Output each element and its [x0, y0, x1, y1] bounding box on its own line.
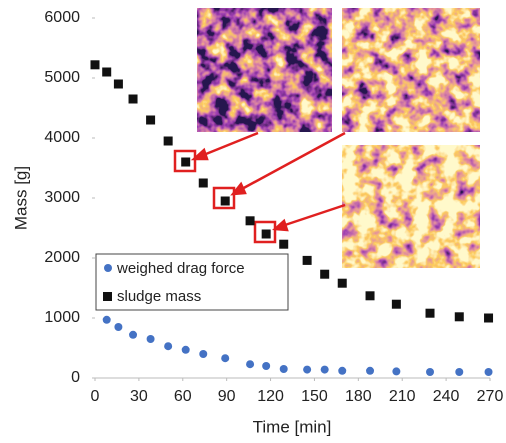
point — [320, 269, 330, 279]
point — [426, 368, 435, 376]
point — [484, 368, 493, 376]
plot-area: 0 1000 2000 3000 4000 5000 6000 0 30 60 90 120 150 18… — [44, 9, 503, 405]
point — [425, 308, 435, 318]
x-tick-label: 60 — [174, 388, 192, 405]
point — [454, 312, 464, 322]
x-tick-label: 30 — [130, 388, 148, 405]
point — [302, 255, 312, 265]
highlight-boxes — [173, 149, 277, 244]
highlight-box — [173, 149, 197, 173]
point — [102, 315, 111, 324]
y-axis-title: Mass [g] — [11, 166, 30, 230]
point — [484, 313, 494, 323]
point — [391, 299, 401, 309]
point — [221, 354, 230, 363]
x-axis-title: Time [min] — [253, 417, 332, 436]
y-tick-label: 0 — [71, 369, 80, 386]
point — [245, 216, 255, 226]
point — [146, 335, 155, 343]
thermal-image — [342, 145, 480, 268]
y-tick-label: 5000 — [44, 69, 80, 86]
arrow-head — [190, 147, 209, 161]
arrow-head — [230, 181, 247, 196]
point — [279, 365, 288, 373]
point — [128, 94, 138, 104]
highlight-box — [253, 220, 277, 244]
y-tick-label: 1000 — [44, 309, 80, 326]
x-tick-label: 120 — [257, 388, 284, 405]
point — [261, 229, 271, 239]
x-tick-label: 270 — [477, 388, 504, 405]
point — [337, 278, 347, 288]
point — [246, 360, 255, 369]
thermal-image — [342, 8, 480, 132]
x-tick-label: 150 — [301, 388, 328, 405]
legend: weighed drag force sludge mass — [95, 253, 289, 311]
arrow-head — [271, 218, 289, 232]
point — [303, 365, 312, 374]
point — [102, 67, 112, 77]
point — [220, 196, 230, 206]
point — [365, 291, 375, 301]
highlight-box — [212, 186, 236, 210]
point — [338, 366, 347, 375]
point — [129, 330, 138, 339]
y-tick-label: 3000 — [44, 189, 80, 206]
point — [198, 178, 208, 188]
point — [90, 60, 100, 70]
y-tick-label: 6000 — [44, 9, 80, 26]
point — [366, 366, 375, 375]
point — [262, 362, 271, 370]
legend-box — [95, 253, 289, 311]
point — [392, 367, 401, 376]
y-tick-label: 2000 — [44, 249, 80, 266]
point — [199, 350, 208, 358]
point — [181, 157, 191, 167]
arrow — [281, 203, 346, 228]
arrow — [200, 131, 259, 158]
x-tick-label: 240 — [433, 388, 460, 405]
point — [163, 136, 173, 146]
point — [114, 323, 123, 331]
arrow — [239, 131, 346, 192]
legend-marker — [104, 264, 112, 272]
point — [164, 342, 173, 351]
x-tick-label: 0 — [91, 388, 100, 405]
legend-label: sludge mass — [117, 288, 201, 305]
point — [320, 365, 329, 374]
point — [455, 368, 464, 376]
legend-label: weighed drag force — [116, 260, 245, 277]
point — [181, 345, 190, 354]
x-tick-label: 180 — [345, 388, 372, 405]
point — [279, 239, 289, 249]
point — [113, 79, 123, 89]
x-tick-label: 90 — [218, 388, 236, 405]
point — [146, 115, 156, 125]
x-tick-label: 210 — [389, 388, 416, 405]
y-tick-label: 4000 — [44, 129, 80, 146]
arrows — [190, 131, 346, 232]
legend-marker — [103, 292, 112, 301]
thermal-image — [197, 8, 332, 132]
